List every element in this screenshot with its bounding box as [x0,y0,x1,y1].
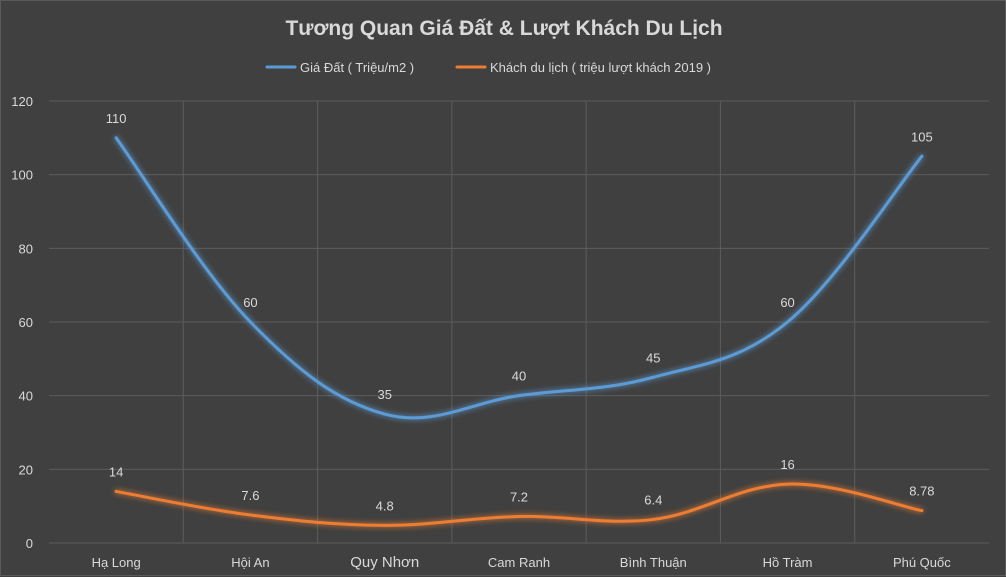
data-label: 7.2 [510,489,528,504]
y-tick-label: 80 [19,241,33,256]
data-point [383,412,387,416]
y-tick-label: 0 [26,536,33,551]
data-point [517,514,521,518]
y-tick-label: 20 [19,462,33,477]
y-tick-label: 40 [19,389,33,404]
data-point [248,320,252,324]
data-point [651,375,655,379]
y-tick-label: 120 [11,94,33,109]
data-label: 60 [243,295,257,310]
x-tick-label: Hạ Long [92,555,141,570]
data-point [920,509,924,513]
data-label: 4.8 [376,498,394,513]
axis-layer: 0 20 40 60 80 100 120 Hạ Long Hội An Quy Nhơn Cam … [11,94,951,571]
x-tick-label: Hội An [231,555,269,570]
data-label: 110 [106,111,127,126]
x-tick-label: Quy Nhơn [350,554,419,571]
data-label: 35 [377,387,391,402]
grid-layer [49,100,989,544]
x-tick-label: Phú Quốc [893,555,951,570]
data-label: 7.6 [241,488,259,503]
legend-label: Khách du lịch ( triệu lượt khách 2019 ) [490,60,711,75]
data-point [248,513,252,517]
legend-label: Giá Đất ( Triệu/m2 ) [300,60,414,75]
data-label: 14 [109,464,123,479]
x-tick-label: Hồ Tràm [763,555,813,570]
data-point [383,523,387,527]
legend: Giá Đất ( Triệu/m2 ) Khách du lịch ( triệ… [265,60,711,75]
data-point [651,517,655,521]
data-point [786,320,790,324]
y-tick-label: 100 [11,168,33,183]
series-layer [114,136,924,527]
x-tick-label: Cam Ranh [488,555,550,570]
data-point [786,482,790,486]
x-tick-label: Bình Thuận [620,555,687,570]
data-label: 6.4 [644,492,662,507]
data-label: 40 [512,369,526,384]
data-point [920,154,924,158]
y-tick-label: 60 [19,315,33,330]
data-label: 16 [780,457,794,472]
data-point [517,394,521,398]
chart-title: Tương Quan Giá Đất & Lượt Khách Du Lịch [285,17,722,40]
data-label: 45 [646,350,660,365]
data-label: 8.78 [909,484,934,499]
data-label-layer: 110 60 35 40 45 60 105 14 7.6 4.8 7.2 6.4 16 8.78 [106,111,935,513]
data-label: 60 [780,295,794,310]
data-point [114,136,118,140]
data-label: 105 [911,129,933,144]
data-point [114,489,118,493]
